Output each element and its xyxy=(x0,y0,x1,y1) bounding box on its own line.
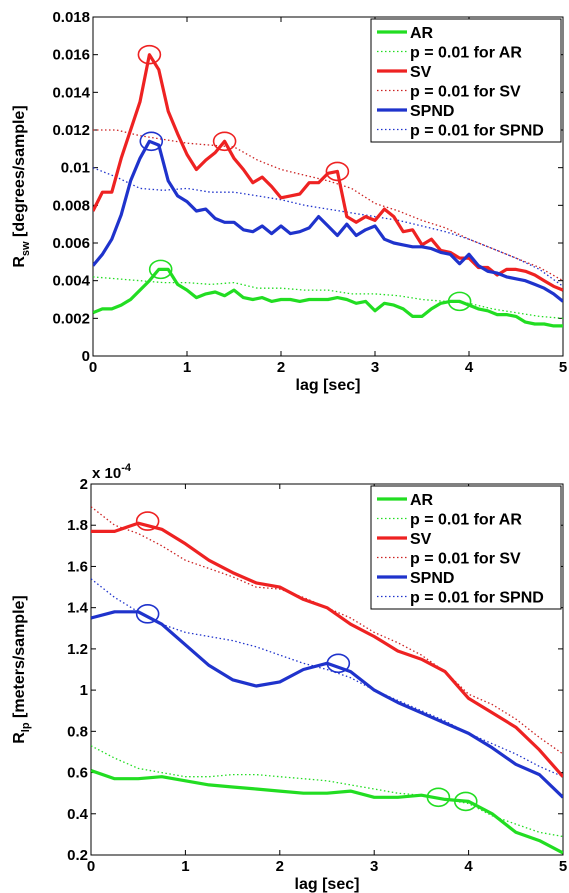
series-line-spnd xyxy=(93,139,563,303)
y-tick-label: 0.4 xyxy=(67,806,89,823)
y-tick-label: 0.016 xyxy=(52,47,90,64)
x-tick-label: 2 xyxy=(276,858,284,875)
series-line-p-0-01-for-ar xyxy=(91,745,563,838)
y-tick-label: 0.2 xyxy=(67,847,88,864)
legend-box xyxy=(370,18,562,143)
highlight-circle xyxy=(453,791,478,812)
y-tick-label: 0.8 xyxy=(67,723,88,740)
plot-series xyxy=(93,53,563,328)
legend-label: SV xyxy=(410,531,432,548)
legend-label: p = 0.01 for AR xyxy=(410,45,522,62)
y-axis-label-unit: [meters/sample] xyxy=(11,595,28,722)
legend-box xyxy=(370,485,562,610)
highlight-circle xyxy=(447,291,472,312)
highlight-circle xyxy=(426,787,451,808)
y-axis-label-unit: [degrees/sample] xyxy=(11,105,28,241)
chart-rlp: 0 1 2 3 4 50.20.40.60.811.21.41.61.82x 10-4la… xyxy=(11,462,567,893)
y-tick-label: 1 xyxy=(80,682,88,699)
highlight-circle xyxy=(135,604,160,624)
series-line-sv xyxy=(93,53,563,292)
x-tick-label: 5 xyxy=(559,858,567,875)
highlight-circle xyxy=(137,44,162,65)
y-tick-label: 0.002 xyxy=(52,310,90,327)
x-tick-label: 1 xyxy=(181,858,189,875)
series-line-ar xyxy=(93,267,563,328)
y-exponent-base: x 10 xyxy=(92,465,121,482)
y-tick-label: 0 xyxy=(82,348,90,365)
y-tick-label: 1.6 xyxy=(67,558,88,575)
y-exponent-label: x 10-4 xyxy=(92,462,132,482)
y-tick-label: 1.8 xyxy=(67,517,88,534)
y-tick-label: 0.6 xyxy=(67,765,88,782)
y-axis-label-main: R xyxy=(11,732,28,744)
y-tick-label: 0.012 xyxy=(52,122,90,139)
highlight-circle xyxy=(325,161,350,182)
y-tick-label: 0.006 xyxy=(52,235,90,252)
legend-label: p = 0.01 for SPND xyxy=(410,123,544,140)
y-tick-label: 2 xyxy=(80,476,88,493)
highlight-circle xyxy=(148,259,173,280)
highlight-circle xyxy=(139,131,164,152)
y-tick-label: 0.004 xyxy=(52,273,90,290)
y-axis-label-subscript: sw xyxy=(20,241,32,256)
x-tick-label: 0 xyxy=(87,858,95,875)
series-line-p-0-01-for-ar xyxy=(93,276,563,319)
highlight-circle xyxy=(212,131,237,152)
chart-rsw: 0 1 2 3 4 5 0 0.002 0.004 0.006 0.008 0.01 0.012 0.01… xyxy=(11,9,567,394)
y-axis-label-subscript: lp xyxy=(20,722,32,732)
y-exponent-power: -4 xyxy=(121,462,132,474)
legend-label: p = 0.01 for SV xyxy=(410,84,521,101)
legend-label: SV xyxy=(410,64,432,81)
legend-label: SPND xyxy=(410,570,454,587)
x-tick-label: 4 xyxy=(465,359,474,376)
y-axis-label-main: R xyxy=(11,256,28,268)
y-tick-label: 0.01 xyxy=(61,160,90,177)
y-tick-label: 1.2 xyxy=(67,641,88,658)
highlight-circle xyxy=(135,511,160,531)
x-tick-label: 1 xyxy=(183,359,191,376)
legend-label: p = 0.01 for AR xyxy=(410,512,522,529)
x-tick-label: 2 xyxy=(277,359,285,376)
series-line-sv xyxy=(91,521,563,778)
x-tick-label: 0 xyxy=(89,359,97,376)
legend-label: p = 0.01 for SV xyxy=(410,551,521,568)
y-tick-label: 0.008 xyxy=(52,197,90,214)
y-tick-label: 1.4 xyxy=(67,600,89,617)
y-tick-label: 0.014 xyxy=(52,84,90,101)
x-tick-label: 3 xyxy=(371,359,379,376)
y-axis-label: Rlp [meters/sample] xyxy=(11,595,32,744)
legend-label: SPND xyxy=(410,103,454,120)
x-axis-label: lag [sec] xyxy=(296,377,361,394)
x-tick-label: 4 xyxy=(464,858,473,875)
series-line-p-0-01-for-spnd xyxy=(93,167,563,287)
legend-label: AR xyxy=(410,25,434,42)
series-line-p-0-01-for-spnd xyxy=(91,578,563,778)
legend-label: p = 0.01 for SPND xyxy=(410,590,544,607)
x-axis-label: lag [sec] xyxy=(295,876,360,893)
highlight-circle xyxy=(326,653,351,674)
x-tick-label: 3 xyxy=(370,858,378,875)
x-tick-label: 5 xyxy=(559,359,567,376)
legend-label: AR xyxy=(410,492,434,509)
y-tick-label: 0.018 xyxy=(52,9,90,26)
series-line-p-0-01-for-sv xyxy=(93,129,563,282)
y-axis-label: Rsw [degrees/sample] xyxy=(11,105,32,267)
series-line-ar xyxy=(91,768,563,855)
